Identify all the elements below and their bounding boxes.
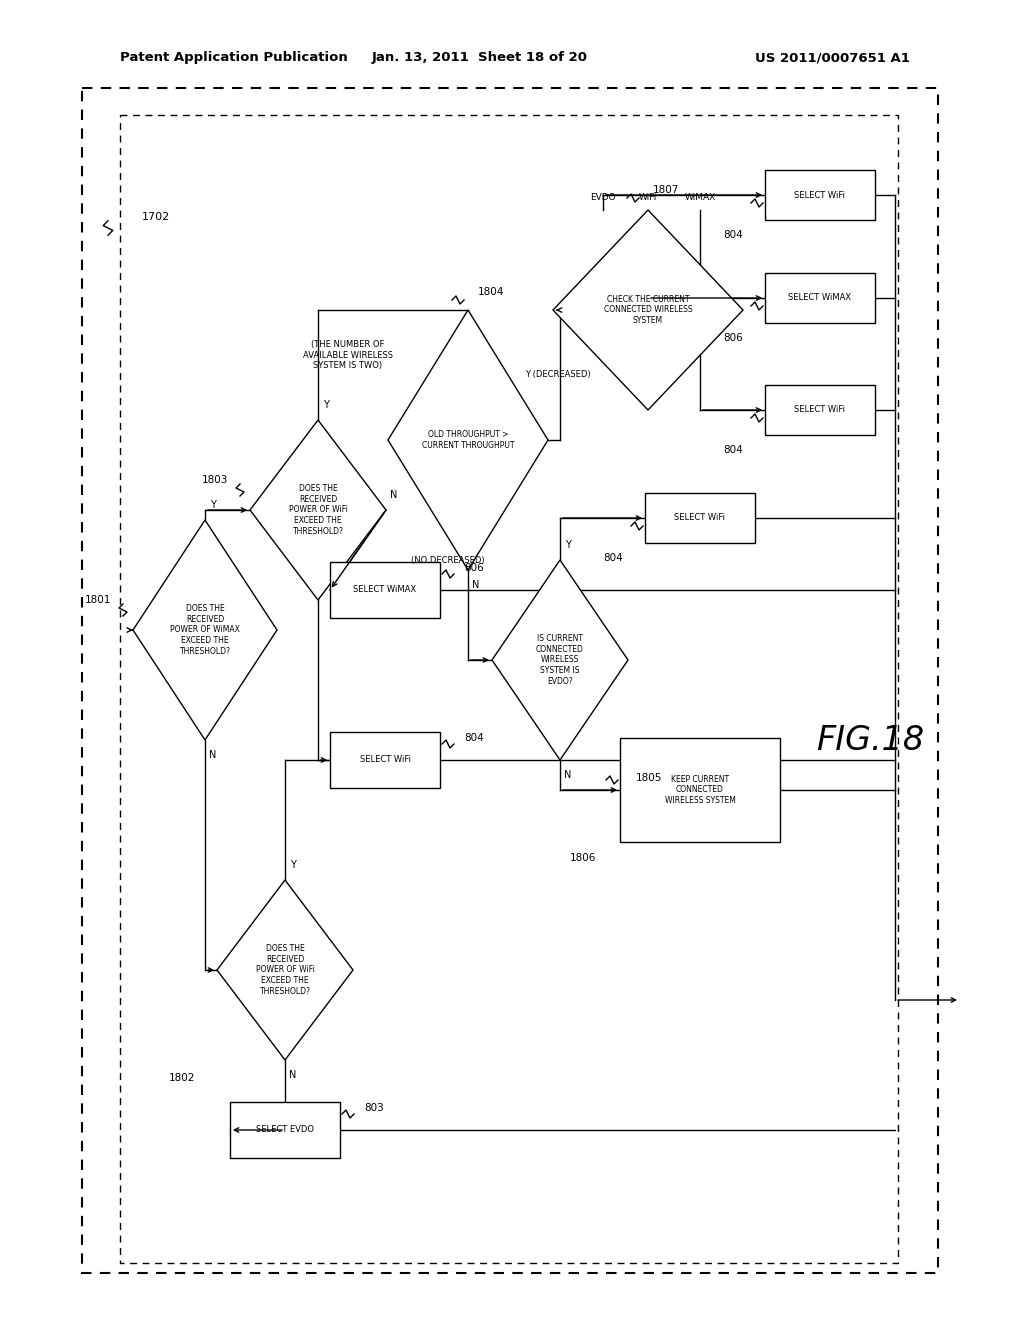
Text: SELECT EVDO: SELECT EVDO <box>256 1126 314 1134</box>
Text: DOES THE
RECEIVED
POWER OF WiFi
EXCEED THE
THRESHOLD?: DOES THE RECEIVED POWER OF WiFi EXCEED T… <box>256 944 314 997</box>
Text: 804: 804 <box>464 733 483 743</box>
Bar <box>765 385 874 436</box>
Text: Y: Y <box>290 861 296 870</box>
Polygon shape <box>492 560 628 760</box>
Text: N: N <box>564 770 571 780</box>
Bar <box>330 733 440 788</box>
Text: SELECT WiFi: SELECT WiFi <box>795 405 846 414</box>
Text: 806: 806 <box>723 333 743 343</box>
Text: SELECT WiMAX: SELECT WiMAX <box>788 293 852 302</box>
Text: Y: Y <box>565 540 571 550</box>
Text: CHECK THE CURRENT
CONNECTED WIRELESS
SYSTEM: CHECK THE CURRENT CONNECTED WIRELESS SYS… <box>604 294 692 325</box>
Polygon shape <box>133 520 278 741</box>
Text: EVDO: EVDO <box>590 194 615 202</box>
Bar <box>330 562 440 618</box>
Text: 1702: 1702 <box>142 213 170 222</box>
Text: 1801: 1801 <box>85 595 111 605</box>
Bar <box>82 88 938 1272</box>
Polygon shape <box>553 210 743 411</box>
Text: 1804: 1804 <box>478 286 505 297</box>
Bar <box>765 273 874 323</box>
Polygon shape <box>388 310 548 570</box>
Text: 804: 804 <box>723 445 743 455</box>
Text: N: N <box>290 1071 297 1080</box>
Text: 1805: 1805 <box>636 774 663 783</box>
Text: Jan. 13, 2011  Sheet 18 of 20: Jan. 13, 2011 Sheet 18 of 20 <box>372 51 588 65</box>
Text: SELECT WiFi: SELECT WiFi <box>795 190 846 199</box>
Bar <box>230 1102 340 1158</box>
Text: Y (DECREASED): Y (DECREASED) <box>525 371 591 380</box>
Text: WiMAX: WiMAX <box>684 194 716 202</box>
Text: Patent Application Publication: Patent Application Publication <box>120 51 348 65</box>
Text: KEEP CURRENT
CONNECTED
WIRELESS SYSTEM: KEEP CURRENT CONNECTED WIRELESS SYSTEM <box>665 775 735 805</box>
Text: N: N <box>209 750 217 760</box>
Text: 804: 804 <box>723 230 743 240</box>
Text: 803: 803 <box>364 1104 384 1113</box>
Text: OLD THROUGHPUT >
CURRENT THROUGHPUT: OLD THROUGHPUT > CURRENT THROUGHPUT <box>422 430 514 450</box>
Bar <box>645 492 755 543</box>
Text: (THE NUMBER OF
AVAILABLE WIRELESS
SYSTEM IS TWO): (THE NUMBER OF AVAILABLE WIRELESS SYSTEM… <box>303 341 393 370</box>
Text: SELECT WiMAX: SELECT WiMAX <box>353 586 417 594</box>
Bar <box>765 170 874 220</box>
Bar <box>120 115 898 1263</box>
Text: WiFi: WiFi <box>639 194 657 202</box>
Text: 806: 806 <box>464 564 483 573</box>
Polygon shape <box>217 880 353 1060</box>
Text: DOES THE
RECEIVED
POWER OF WiMAX
EXCEED THE
THRESHOLD?: DOES THE RECEIVED POWER OF WiMAX EXCEED … <box>170 605 240 656</box>
Text: 1806: 1806 <box>569 853 596 863</box>
Text: 1802: 1802 <box>169 1073 195 1082</box>
Text: Y: Y <box>323 400 329 411</box>
Text: N: N <box>472 579 479 590</box>
Text: 804: 804 <box>603 553 623 564</box>
Text: SELECT WiFi: SELECT WiFi <box>675 513 725 523</box>
Bar <box>620 738 780 842</box>
Text: SELECT WiFi: SELECT WiFi <box>359 755 411 764</box>
Text: Y: Y <box>210 500 216 510</box>
Text: IS CURRENT
CONNECTED
WIRELESS
SYSTEM IS
EVDO?: IS CURRENT CONNECTED WIRELESS SYSTEM IS … <box>536 634 584 686</box>
Text: (NO DECREASED): (NO DECREASED) <box>412 556 484 565</box>
Text: 1803: 1803 <box>202 475 228 484</box>
Text: DOES THE
RECEIVED
POWER OF WiFi
EXCEED THE
THRESHOLD?: DOES THE RECEIVED POWER OF WiFi EXCEED T… <box>289 484 347 536</box>
Text: 1807: 1807 <box>653 185 679 195</box>
Text: N: N <box>390 490 397 500</box>
Polygon shape <box>250 420 386 601</box>
Text: FIG.18: FIG.18 <box>816 723 924 756</box>
Text: US 2011/0007651 A1: US 2011/0007651 A1 <box>755 51 910 65</box>
